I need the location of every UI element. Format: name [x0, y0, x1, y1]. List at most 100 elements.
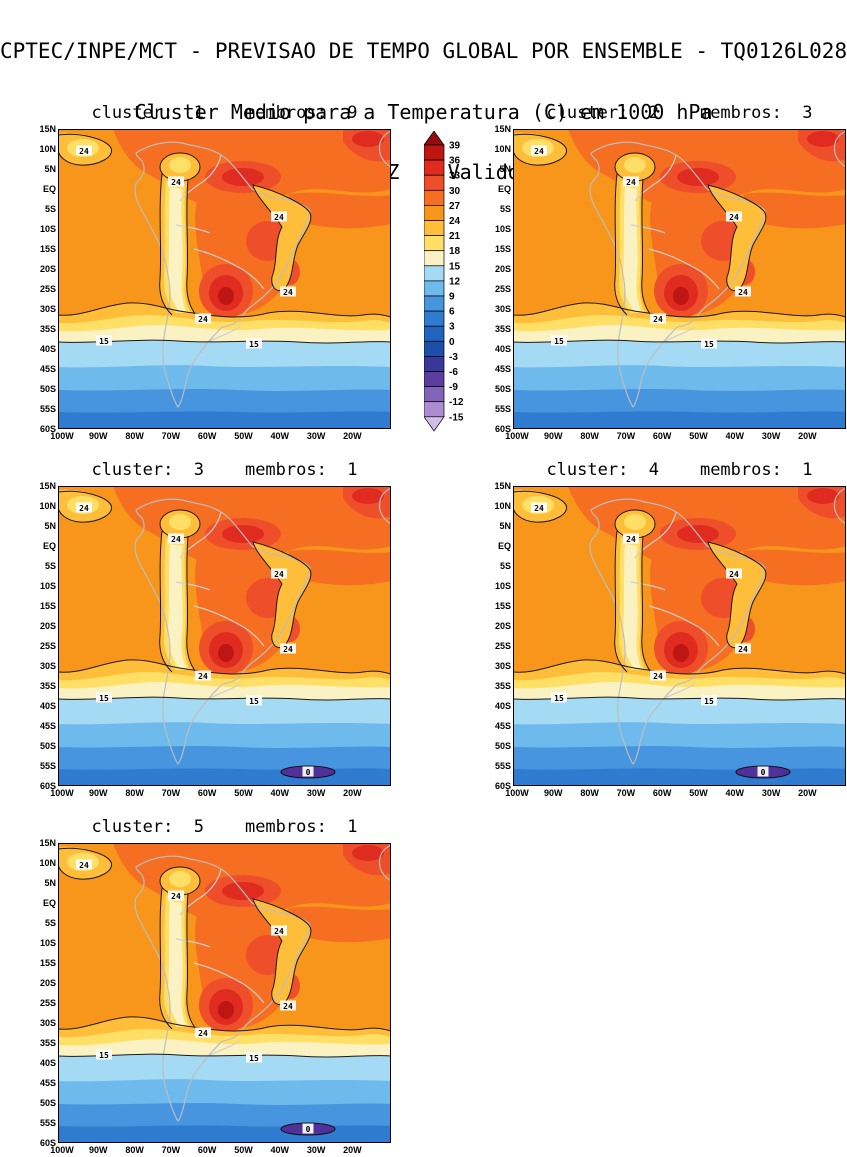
- contour-label: 24: [274, 570, 284, 579]
- contour-label-box: [271, 211, 287, 222]
- lat-tick-label: 30S: [39, 1018, 56, 1028]
- lat-tick-label: 10S: [39, 581, 56, 591]
- map-area: 24 24 24 24 24 15 15 15N 10N 5N EQ 5S 10S 15S 20S 25S 3…: [494, 124, 846, 441]
- contour-label: 24: [274, 927, 284, 936]
- colorbar-tick-label: -9: [449, 382, 458, 393]
- lon-tick-label: 90W: [89, 788, 108, 798]
- contour-label: 24: [283, 288, 293, 297]
- lat-tick-label: 50S: [39, 741, 56, 751]
- contour-label-box: [551, 692, 567, 703]
- lat-tick-label: 30S: [39, 304, 56, 314]
- lon-tick-label: 30W: [761, 788, 781, 798]
- lat-tick-label: 50S: [39, 384, 56, 394]
- colorbar-segment: [423, 386, 445, 403]
- lat-tick-label: 15S: [494, 244, 511, 254]
- contour-label-box: [280, 643, 296, 654]
- lon-tick-label: 40W: [725, 788, 745, 798]
- colorbar-tick-label: 24: [449, 216, 461, 227]
- contour-label-box: [246, 338, 262, 349]
- colorbar-tick-label: -3: [449, 352, 458, 363]
- colorbar-segment: [423, 310, 445, 327]
- contour-label: 15: [99, 337, 109, 346]
- lon-tick-label: 100W: [505, 431, 529, 441]
- contour-label-box: [195, 1027, 211, 1038]
- lat-tick-label: 5N: [44, 164, 56, 174]
- lat-tick-label: 5S: [499, 561, 511, 571]
- map-area: 24 24 24 24 24 15 15 0 15N 10N 5N EQ 5S 10S 15S 20S 25S…: [494, 481, 846, 798]
- lat-tick-label: 60S: [39, 424, 56, 434]
- lat-tick-label: 55S: [39, 404, 56, 414]
- colorbar-arrow: [423, 416, 445, 432]
- temperature-field: [58, 129, 391, 429]
- panel-title: cluster: 5 membros: 1: [91, 817, 358, 837]
- lon-tick-label: 90W: [544, 431, 563, 441]
- lat-tick-label: 30S: [494, 304, 511, 314]
- lat-tick-label: 10S: [494, 581, 511, 591]
- lon-tick-label: 20W: [798, 788, 817, 798]
- lat-tick-label: 40S: [39, 701, 56, 711]
- lon-tick-label: 70W: [161, 1145, 181, 1155]
- contour-label: 24: [79, 147, 89, 156]
- contour-label: 15: [554, 694, 564, 703]
- lon-tick-label: 30W: [306, 431, 326, 441]
- lon-tick-label: 100W: [50, 1145, 74, 1155]
- contour-label-box: [96, 692, 112, 703]
- temperature-contour-map: 24 24 24 24 24 15 15 0: [513, 486, 846, 786]
- colorbar-segment: [423, 371, 445, 387]
- temperature-contour-map: 24 24 24 24 24 15 15 0: [58, 843, 391, 1143]
- lon-tick-label: 80W: [580, 431, 599, 441]
- colorbar-segment: [423, 235, 445, 252]
- contour-label-box: [735, 286, 751, 297]
- contour-label-box: [271, 925, 287, 936]
- colorbar-tick-label: 3: [449, 322, 455, 333]
- contour-label-box: [96, 335, 112, 346]
- lon-tick-label: 60W: [652, 431, 672, 441]
- contour-label: 24: [534, 504, 544, 513]
- colorbar-arrow: [423, 130, 445, 146]
- colorbar-segment: [423, 325, 445, 342]
- lon-tick-label: 20W: [343, 1145, 362, 1155]
- lat-tick-label: 10S: [39, 224, 56, 234]
- contour-label-box: [195, 313, 211, 324]
- lat-tick-label: 40S: [39, 344, 56, 354]
- lat-tick-label: 15N: [494, 124, 511, 134]
- contour-label: 24: [626, 535, 636, 544]
- lat-tick-label: 20S: [39, 264, 56, 274]
- contour-label: 15: [249, 1054, 259, 1063]
- colorbar-segment: [423, 250, 445, 267]
- contour-label: 24: [738, 288, 748, 297]
- temperature-field: [58, 843, 391, 1143]
- colorbar-tick-label: 39: [449, 141, 461, 152]
- colorbar-segment: [423, 205, 445, 221]
- colorbar-segment: [423, 189, 445, 206]
- map-frame: [58, 486, 391, 786]
- colorbar-segment: [423, 265, 445, 282]
- map-area: 24 24 24 24 24 15 15 15N 10N 5N EQ 5S 10S 15S 20S 25S 3…: [39, 124, 391, 441]
- lat-tick-label: 35S: [39, 681, 56, 691]
- contour-label: 15: [704, 340, 714, 349]
- colorbar-tick-label: 33: [449, 171, 461, 182]
- lat-tick-label: 10N: [39, 144, 56, 154]
- lon-tick-label: 30W: [761, 431, 781, 441]
- temperature-contour-map: 24 24 24 24 24 15 15: [513, 129, 846, 429]
- lon-tick-label: 70W: [161, 788, 181, 798]
- contour-label-box: [76, 145, 92, 156]
- temperature-field: [58, 486, 391, 786]
- lat-tick-label: 60S: [39, 1138, 56, 1148]
- contour-label: 15: [99, 1051, 109, 1060]
- colorbar-tick-label: 15: [449, 261, 461, 272]
- contour-label-box: [551, 335, 567, 346]
- contour-label-box: [280, 286, 296, 297]
- temperature-contour-map: 24 24 24 24 24 15 15: [58, 129, 391, 429]
- contour-label: 0: [306, 1125, 311, 1134]
- colorbar-tick-label: 0: [449, 337, 455, 348]
- lat-tick-label: 15S: [39, 601, 56, 611]
- lon-tick-label: 50W: [234, 788, 253, 798]
- lat-tick-label: 5N: [44, 521, 56, 531]
- contour-label-box: [735, 643, 751, 654]
- contour-label: 24: [626, 178, 636, 187]
- contour-label-box: [76, 859, 92, 870]
- lat-tick-label: 20S: [39, 621, 56, 631]
- lon-tick-label: 20W: [343, 788, 362, 798]
